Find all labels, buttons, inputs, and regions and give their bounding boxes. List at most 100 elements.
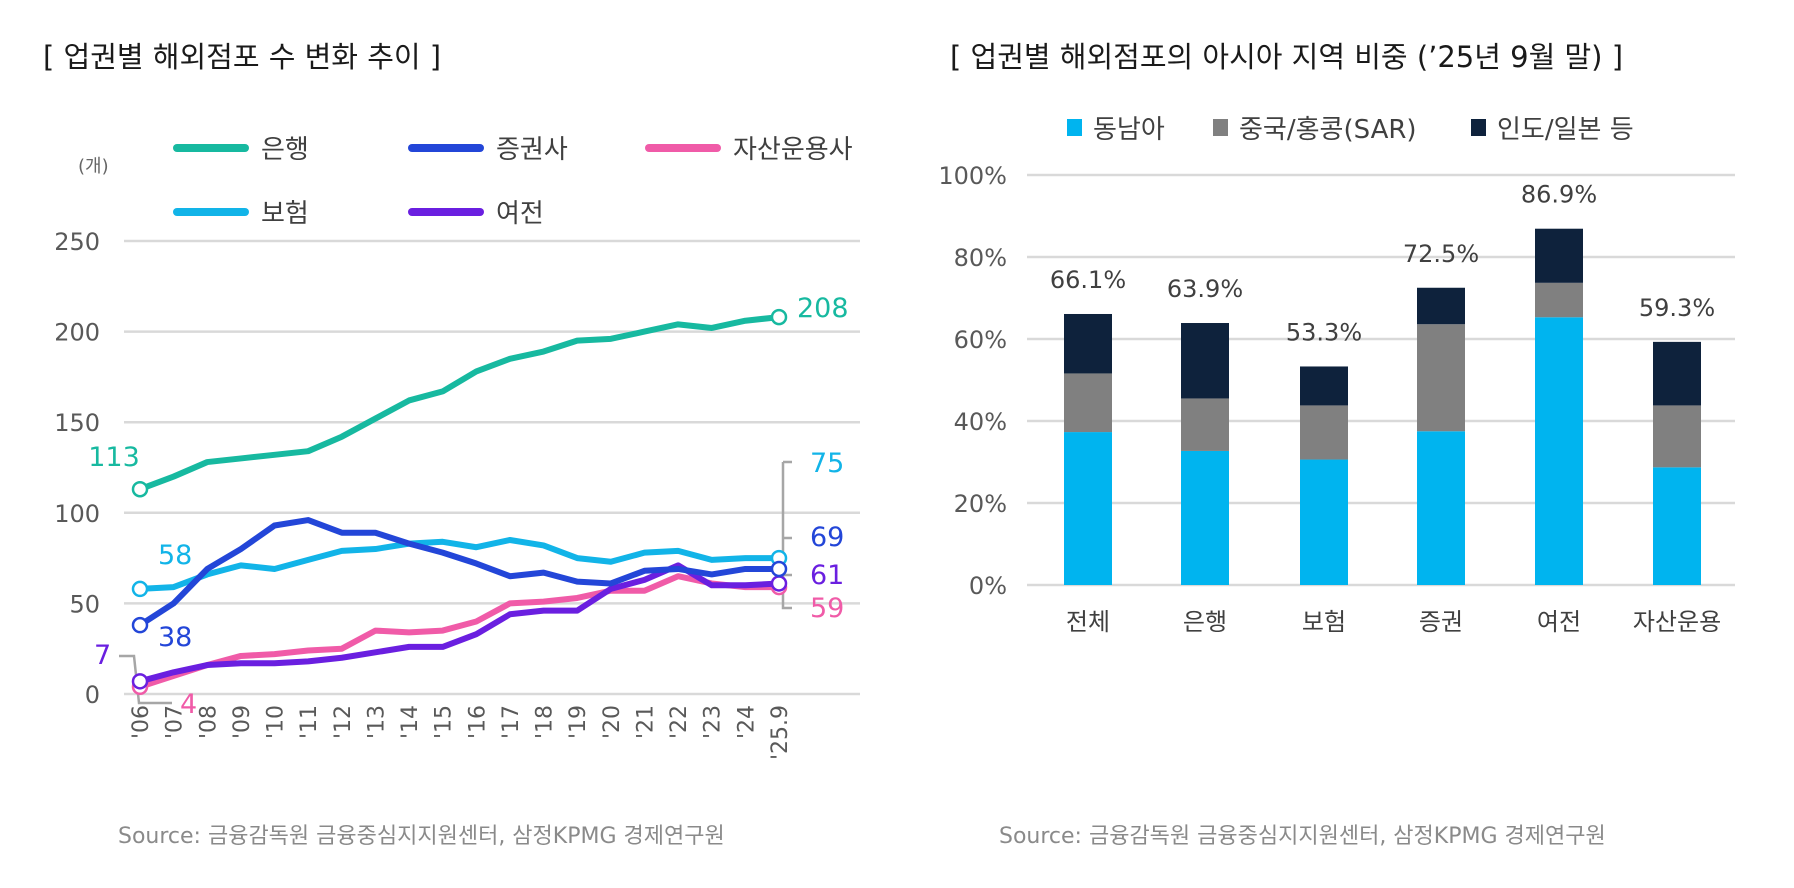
y-tick-label: 0% [969,572,1007,600]
bar-segment [1653,341,1701,406]
bar-segment [1417,287,1465,325]
start-value-label: 58 [158,540,192,571]
bar-segment [1417,324,1465,432]
x-tick-label: '07 [163,705,188,739]
endpoint-marker [131,580,149,598]
y-tick-label: 100 [54,500,100,528]
legend-label: 자산운용사 [733,135,853,165]
y-tick-label: 100% [938,162,1007,190]
x-tick-label: '22 [667,705,692,739]
x-tick-label: '10 [264,705,289,739]
bar-segment [1300,405,1348,460]
legend-label: 증권사 [496,135,568,165]
x-tick-label: '16 [465,705,490,739]
x-tick-label: '08 [196,705,221,739]
bar-segment [1064,313,1112,374]
x-tick-label: '21 [633,705,658,739]
x-tick-label: '23 [701,705,726,739]
bar-segment [1300,459,1348,585]
y-tick-label: 60% [954,326,1007,354]
x-tick-label: '18 [533,705,558,739]
x-tick-label: '25.9 [768,705,793,760]
x-tick-label: 전체 [1066,608,1110,636]
series-line [138,517,779,628]
x-tick-label: 증권 [1419,608,1463,636]
x-tick-label: 보험 [1302,608,1346,636]
right-chart-source: Source: 금융감독원 금융중심지지원센터, 삼정KPMG 경제연구원 [999,824,1606,849]
bar-segment [1417,431,1465,585]
x-tick-label: '19 [566,705,591,739]
end-value-label: 69 [810,522,844,553]
end-value-label: 208 [797,293,849,324]
y-tick-label: 200 [54,319,100,347]
end-value-label: 75 [810,448,844,479]
bar-segment [1300,366,1348,406]
bar-segment [1064,432,1112,585]
legend-label: 인도/일본 등 [1497,115,1634,145]
x-tick-label: 여전 [1537,608,1581,636]
bar-segment [1653,405,1701,468]
x-tick-label: 은행 [1183,608,1227,636]
x-tick-label: '06 [129,705,154,739]
bar-segment [1535,228,1583,283]
endpoint-marker [131,480,149,498]
x-tick-label: 자산운용 [1633,608,1721,636]
start-value-label: 38 [158,622,192,653]
y-tick-label: 50 [69,590,100,618]
x-tick-label: '17 [499,705,524,739]
x-tick-label: '09 [230,705,255,739]
bar-segment [1181,323,1229,399]
y-tick-label: 40% [954,408,1007,436]
total-label: 63.9% [1167,275,1243,303]
bar-segment [1181,398,1229,451]
left-chart-source: Source: 금융감독원 금융중심지지원센터, 삼정KPMG 경제연구원 [118,824,725,849]
x-tick-label: '24 [734,705,759,739]
legend-label: 보험 [261,199,309,229]
start-value-label: 4 [180,689,197,720]
y-tick-label: 250 [54,228,100,256]
bar-segment [1653,467,1701,585]
x-tick-label: '14 [398,705,423,739]
x-tick-label: '15 [432,705,457,739]
series-line [139,573,779,690]
start-value-label: 7 [94,640,111,671]
legend-swatch [1067,119,1082,136]
series-line [138,314,780,493]
right-chart-title: [ 업권별 해외점포의 아시아 지역 비중 (’25년 9월 말) ] [950,40,1624,74]
x-tick-label: '12 [331,705,356,739]
x-tick-label: '13 [364,705,389,739]
total-label: 86.9% [1521,181,1597,209]
total-label: 72.5% [1403,240,1479,268]
start-value-label: 113 [88,442,140,473]
end-value-label: 61 [810,560,844,591]
legend-swatch [1213,119,1228,136]
bar-segment [1535,282,1583,318]
total-label: 66.1% [1050,266,1126,294]
bar-segment [1181,450,1229,585]
total-label: 59.3% [1639,294,1715,322]
legend-label: 동남아 [1093,115,1165,145]
endpoint-marker [770,560,788,578]
bar-segment [1535,317,1583,585]
left-chart-title: [ 업권별 해외점포 수 변화 추이 ] [43,40,442,74]
endpoint-marker [770,308,788,326]
bar-segment [1064,373,1112,433]
y-tick-label: 0 [85,681,100,709]
endpoint-marker [131,616,149,634]
total-label: 53.3% [1286,318,1362,346]
endpoint-marker [131,673,149,690]
legend-swatch [1471,119,1486,136]
y-tick-label: 80% [954,244,1007,272]
y-tick-label: 20% [954,490,1007,518]
endpoint-marker [770,575,788,592]
y-tick-label: 150 [54,409,100,437]
legend-label: 은행 [261,135,309,165]
end-value-label: 59 [810,593,844,624]
legend-label: 여전 [496,199,544,229]
x-tick-label: '11 [297,705,322,739]
x-tick-label: '20 [600,705,625,739]
series-line [139,536,779,592]
legend-label: 중국/홍콩(SAR) [1239,115,1417,145]
y-unit-label: (개) [78,156,109,177]
